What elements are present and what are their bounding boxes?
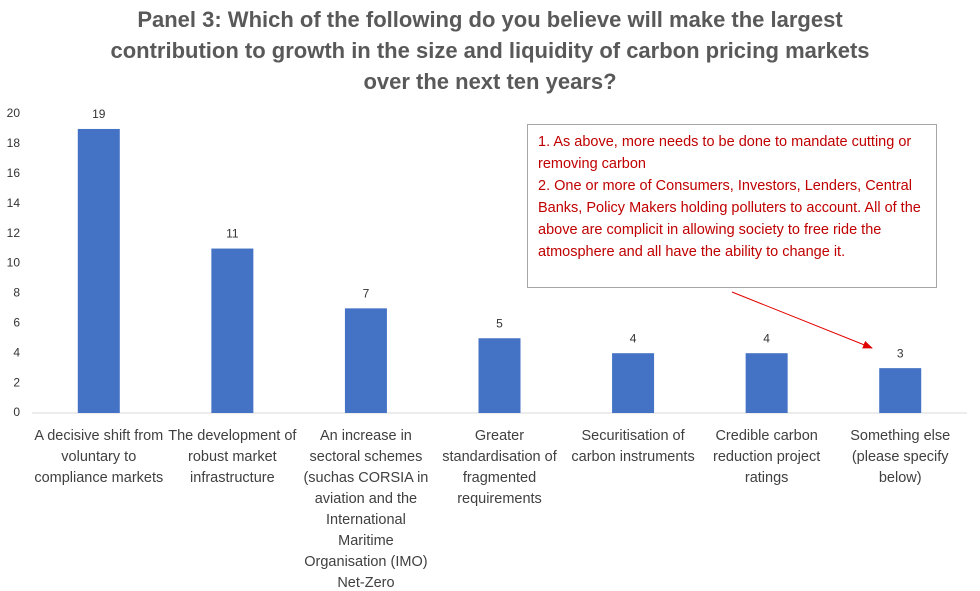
x-tick-label: Credible carbon reduction project rating… (713, 428, 821, 486)
y-tick-label: 18 (7, 136, 21, 150)
value-label: 5 (496, 316, 503, 330)
x-tick-label: An increase in sectoral schemes (suchas … (303, 428, 429, 591)
value-label: 3 (897, 346, 904, 360)
x-tick-label: Something else (please specify below) (850, 428, 951, 486)
y-tick-label: 14 (7, 196, 21, 210)
value-label: 19 (92, 107, 106, 121)
annotation-arrow (731, 291, 873, 349)
chart-title: Panel 3: Which of the following do you b… (110, 7, 870, 94)
y-tick-label: 8 (13, 286, 20, 300)
value-label: 7 (363, 287, 370, 301)
value-label: 4 (763, 331, 770, 345)
bar (211, 248, 254, 413)
bar (478, 338, 521, 413)
x-tick-label: Securitisation of carbon instruments (571, 428, 695, 465)
y-tick-label: 0 (13, 405, 20, 419)
x-tick-label: A decisive shift from voluntary to compl… (34, 428, 164, 486)
y-tick-label: 2 (13, 375, 20, 389)
bar (612, 353, 655, 413)
bar (879, 368, 922, 413)
bar (77, 128, 120, 413)
annotation-line: 2. One or more of Consumers, Investors, … (538, 178, 921, 260)
y-tick-label: 12 (7, 226, 21, 240)
x-tick-label: Greater standardisation of fragmented re… (442, 428, 557, 507)
y-tick-label: 6 (13, 315, 20, 329)
x-tick-label: The development of robust market infrast… (168, 428, 297, 486)
value-label: 4 (630, 331, 637, 345)
annotation-line: 1. As above, more needs to be done to ma… (538, 134, 912, 172)
y-tick-label: 20 (7, 106, 21, 120)
y-tick-label: 4 (13, 345, 20, 359)
bar (745, 353, 788, 413)
value-label: 11 (226, 227, 239, 241)
y-tick-label: 10 (7, 256, 21, 270)
bar (344, 308, 387, 413)
annotation: 1. As above, more needs to be done to ma… (527, 124, 937, 288)
y-tick-label: 16 (7, 166, 21, 180)
